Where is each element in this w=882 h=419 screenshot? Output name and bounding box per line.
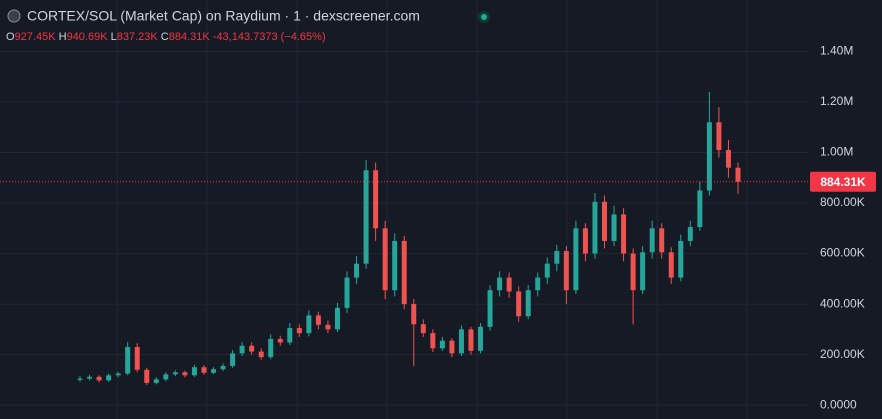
candle-body [640, 252, 646, 291]
y-tick-label: 800.00K [820, 195, 865, 209]
candle-body [268, 338, 274, 358]
candle-body [668, 252, 674, 278]
ohlc-legend: O927.45K H940.69K L837.23K C884.31K -43,… [6, 31, 326, 43]
y-tick-label: 0.0000 [820, 397, 857, 411]
candle-body [411, 304, 417, 325]
candle-body [220, 365, 226, 370]
candle-body [535, 277, 541, 291]
time-grid [116, 0, 748, 419]
ohlc-label: C [161, 31, 169, 43]
candle-body [678, 240, 684, 278]
candle-body [382, 228, 388, 291]
y-tick-label: 200.00K [820, 347, 865, 361]
candle-body [506, 277, 512, 292]
candle-body [706, 122, 712, 191]
candle-body [134, 347, 140, 370]
candle-body [373, 170, 379, 229]
ohlc-value: 837.23K [117, 31, 159, 43]
candle-body [211, 369, 217, 373]
candle-body [315, 315, 321, 325]
status-dot [481, 14, 487, 20]
ohlc-value: 884.31K [169, 31, 211, 43]
price-axis: 0.0000 200.00K 400.00K 600.00K 800.00K 1.00M 1… [820, 44, 865, 412]
candle-body [525, 290, 531, 317]
candle-body [125, 347, 131, 374]
chart-title: CORTEX/SOL (Market Cap) on Raydium · 1 ·… [27, 8, 420, 24]
candle-body [468, 329, 474, 351]
candle-body [306, 315, 312, 334]
candle-body [687, 227, 693, 241]
candle-body [230, 353, 236, 366]
candle-body [401, 240, 407, 305]
candle-body [649, 228, 655, 253]
candle-body [144, 369, 150, 383]
candle-body [592, 201, 598, 254]
candle-body [201, 367, 207, 373]
candle-body [77, 378, 83, 380]
candle-body [163, 374, 169, 380]
candle-body [287, 328, 293, 343]
candle-body [249, 345, 255, 352]
y-tick-label: 600.00K [820, 246, 865, 260]
last-price-tag [810, 171, 876, 192]
candle-body [277, 338, 283, 343]
candle-body [601, 201, 607, 241]
candle-body [449, 340, 455, 354]
candle-body [487, 290, 493, 327]
candle-body [439, 340, 445, 349]
candle-body [420, 324, 426, 334]
candle-body [478, 326, 484, 351]
candle-body [153, 379, 159, 383]
candle-body [516, 291, 522, 317]
ohlc-value: 927.45K [15, 31, 57, 43]
ohlc-label: O [6, 31, 15, 43]
candle-body [191, 367, 197, 376]
candle-body [106, 375, 112, 381]
candle-body [659, 228, 665, 253]
grid [0, 51, 808, 406]
candle-body [554, 251, 560, 264]
candle-body [363, 170, 369, 264]
candle-body [582, 228, 588, 254]
ohlc-label: L [111, 31, 117, 43]
candle-body [430, 333, 436, 349]
y-tick-label: 1.00M [820, 145, 853, 159]
candle-body [697, 190, 703, 228]
candle-body [87, 376, 93, 379]
candle-body [325, 324, 331, 330]
y-tick-label: 400.00K [820, 296, 865, 310]
candle-body [354, 263, 360, 278]
candle-body [296, 328, 302, 334]
candle-body [735, 167, 741, 182]
candle-body [334, 307, 340, 330]
candle-body [115, 373, 121, 376]
y-tick-label: 1.20M [820, 94, 853, 108]
candle-body [96, 376, 102, 381]
candle-body [611, 214, 617, 241]
candle-body [630, 253, 636, 291]
candle-body [172, 372, 178, 375]
y-tick-label: 1.40M [820, 44, 853, 58]
candle-body [716, 122, 722, 151]
candle-body [725, 150, 731, 168]
candle-body [458, 329, 464, 354]
candle-body [544, 263, 550, 278]
candles [77, 91, 741, 385]
candle-body [497, 277, 503, 291]
candle-body [182, 372, 188, 376]
candle-body [239, 345, 245, 354]
ohlc-label: H [59, 31, 67, 43]
candle-body [573, 228, 579, 291]
candle-body [258, 351, 264, 358]
ohlc-value: 940.69K [67, 31, 109, 43]
candle-body [344, 277, 350, 308]
last-price-label: 884.31K [820, 175, 866, 189]
candle-body [621, 214, 627, 254]
candle-body [392, 240, 398, 291]
candle-body [563, 251, 569, 291]
token-icon [7, 9, 21, 23]
ohlc-change: -43,143.7373 (−4.65%) [213, 31, 326, 43]
